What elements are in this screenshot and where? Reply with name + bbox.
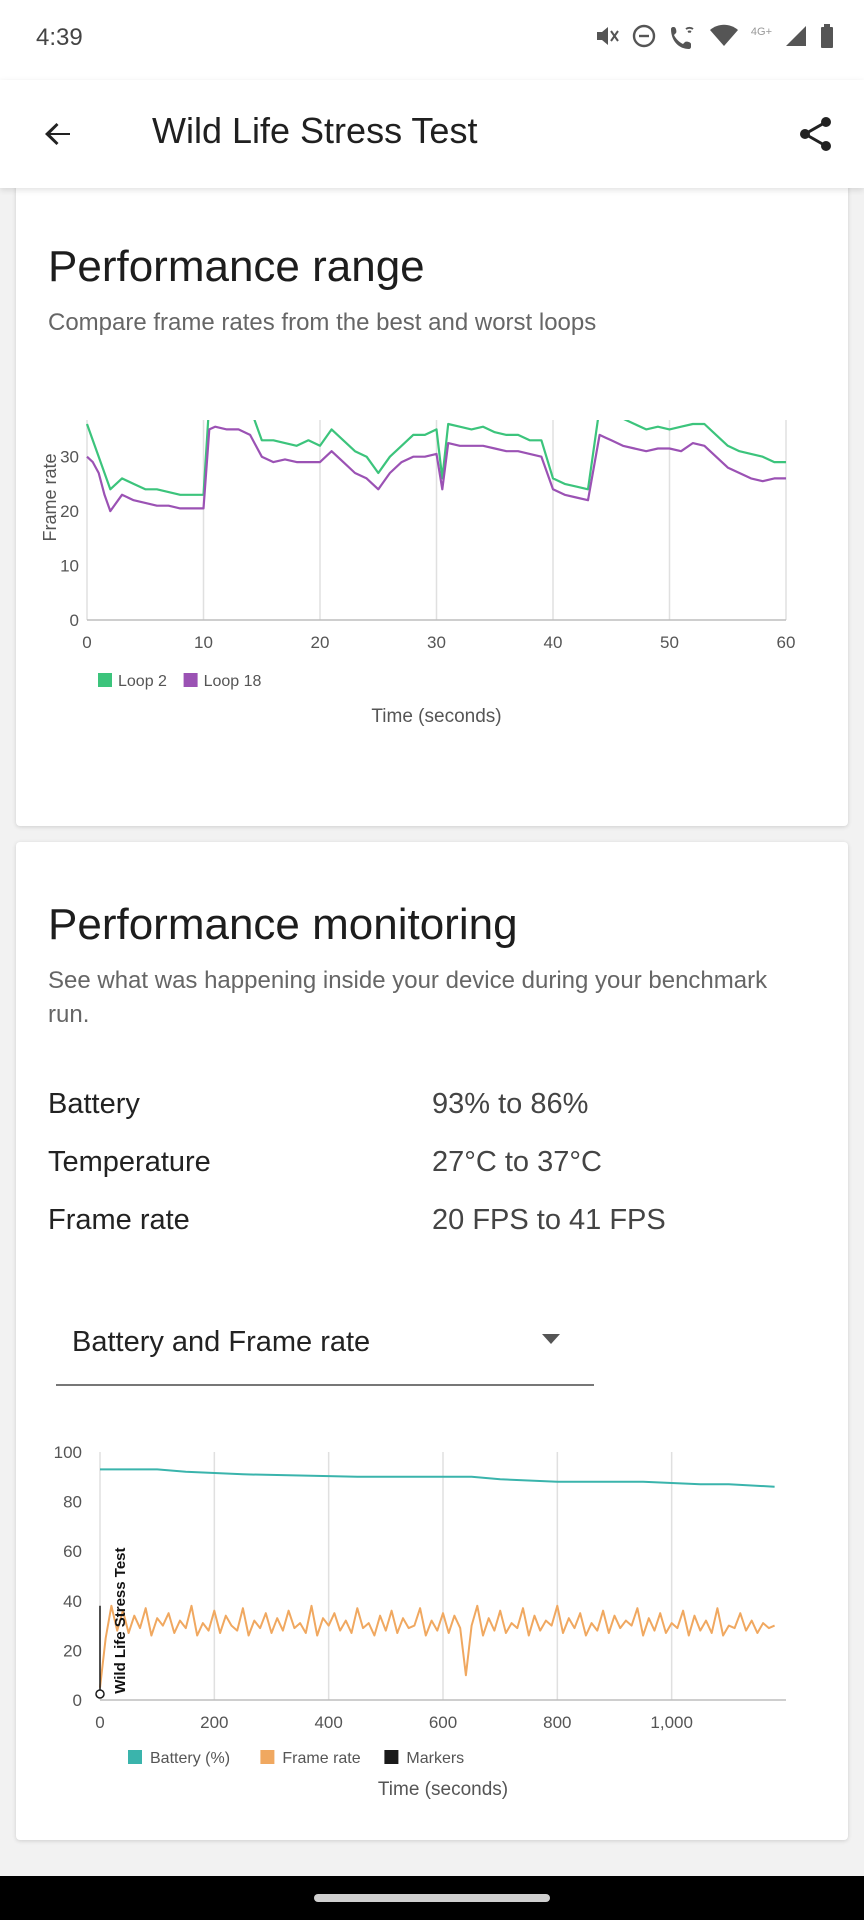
arrow-back-icon <box>45 123 70 145</box>
legend-label: Frame rate <box>282 1750 360 1767</box>
wifi-icon <box>709 24 739 53</box>
back-button[interactable] <box>30 106 86 162</box>
share-button[interactable] <box>788 106 844 162</box>
series-line-loop-18 <box>86 425 786 513</box>
battery-icon <box>820 23 834 54</box>
share-icon <box>800 117 831 151</box>
x-tick-label: 800 <box>543 1713 571 1732</box>
x-tick-label: 0 <box>95 1713 104 1732</box>
legend-label: Markers <box>406 1750 464 1767</box>
x-tick-label: 30 <box>427 633 446 652</box>
chart-metric-dropdown[interactable]: Battery and Frame rate <box>56 1304 594 1386</box>
signal-icon <box>784 24 808 53</box>
y-tick-label: 20 <box>60 502 79 521</box>
x-tick-label: 20 <box>311 633 330 652</box>
performance-monitoring-title: Performance monitoring <box>48 900 518 949</box>
performance-range-title: Performance range <box>48 242 425 291</box>
y-tick-label: 40 <box>63 1592 82 1611</box>
status-icons: 4G+ <box>593 22 834 54</box>
performance-range-card: Performance range Compare frame rates fr… <box>16 180 848 826</box>
x-tick-label: 50 <box>660 633 679 652</box>
y-tick-label: 80 <box>63 1493 82 1512</box>
legend-swatch <box>183 673 198 687</box>
stat-row-frame-rate: Frame rate 20 FPS to 41 FPS <box>48 1204 808 1248</box>
legend-swatch <box>384 1750 399 1764</box>
legend-swatch <box>260 1750 275 1764</box>
legend-label: Loop 18 <box>204 673 262 690</box>
x-tick-label: 600 <box>429 1713 457 1732</box>
y-tick-label: 60 <box>63 1542 82 1561</box>
legend-label: Battery (%) <box>150 1750 230 1767</box>
x-tick-label: 60 <box>777 633 796 652</box>
status-bar: 4:39 4G+ <box>0 0 864 80</box>
y-tick-label: 100 <box>54 1443 82 1462</box>
do-not-disturb-icon <box>631 23 657 54</box>
stat-label: Frame rate <box>48 1204 190 1236</box>
marker-point <box>95 1689 105 1699</box>
wifi-calling-icon <box>669 23 697 54</box>
x-tick-label: 0 <box>82 633 91 652</box>
legend-swatch <box>98 673 112 687</box>
y-tick-label: 10 <box>60 557 79 576</box>
x-tick-label: 400 <box>314 1713 342 1732</box>
status-time: 4:39 <box>36 24 83 51</box>
dropdown-arrow-icon <box>542 1334 560 1344</box>
stat-value: 93% to 86% <box>432 1088 589 1120</box>
series-line-loop-2 <box>85 420 786 496</box>
page-title: Wild Life Stress Test <box>152 110 478 151</box>
home-gesture-handle[interactable] <box>314 1894 550 1902</box>
app-bar: Wild Life Stress Test <box>0 80 864 188</box>
y-tick-label: 20 <box>63 1641 82 1660</box>
x-tick-label: 40 <box>544 633 563 652</box>
x-tick-label: 10 <box>194 633 213 652</box>
series-line-battery <box>100 1468 775 1488</box>
y-axis-label: Frame rate <box>40 453 60 541</box>
stat-row-temperature: Temperature 27°C to 37°C <box>48 1146 808 1190</box>
battery-frame-rate-chart: 0 200 400 600 800 1,000 0 20 40 60 80 100 Wild Life … <box>54 1443 786 1800</box>
dropdown-selected-value: Battery and Frame rate <box>72 1326 371 1358</box>
stat-label: Temperature <box>48 1146 211 1178</box>
x-tick-label: 1,000 <box>650 1713 693 1732</box>
performance-monitoring-card: Performance monitoring See what was happ… <box>16 842 848 1840</box>
x-tick-label: 200 <box>200 1713 228 1732</box>
performance-monitoring-subtitle: See what was happening inside your devic… <box>48 967 768 1028</box>
legend-label: Loop 2 <box>118 673 167 690</box>
y-tick-label: 0 <box>70 611 79 630</box>
stat-row-battery: Battery 93% to 86% <box>48 1088 808 1132</box>
y-tick-label: 30 <box>60 448 79 467</box>
4g-plus-icon: 4G+ <box>750 26 772 38</box>
series-line-frame-rate <box>99 1604 776 1688</box>
x-axis-label: Time (seconds) <box>378 1779 508 1800</box>
navigation-bar <box>0 1876 864 1920</box>
stat-label: Battery <box>48 1088 140 1120</box>
marker-annotation: Wild Life Stress Test <box>112 1547 129 1693</box>
y-tick-label: 0 <box>73 1691 82 1710</box>
performance-range-subtitle: Compare frame rates from the best and wo… <box>48 309 597 336</box>
stat-value: 27°C to 37°C <box>432 1146 602 1178</box>
legend-swatch <box>128 1750 142 1764</box>
stat-value: 20 FPS to 41 FPS <box>432 1204 666 1236</box>
mute-icon <box>593 23 619 54</box>
x-axis-label: Time (seconds) <box>371 706 501 727</box>
